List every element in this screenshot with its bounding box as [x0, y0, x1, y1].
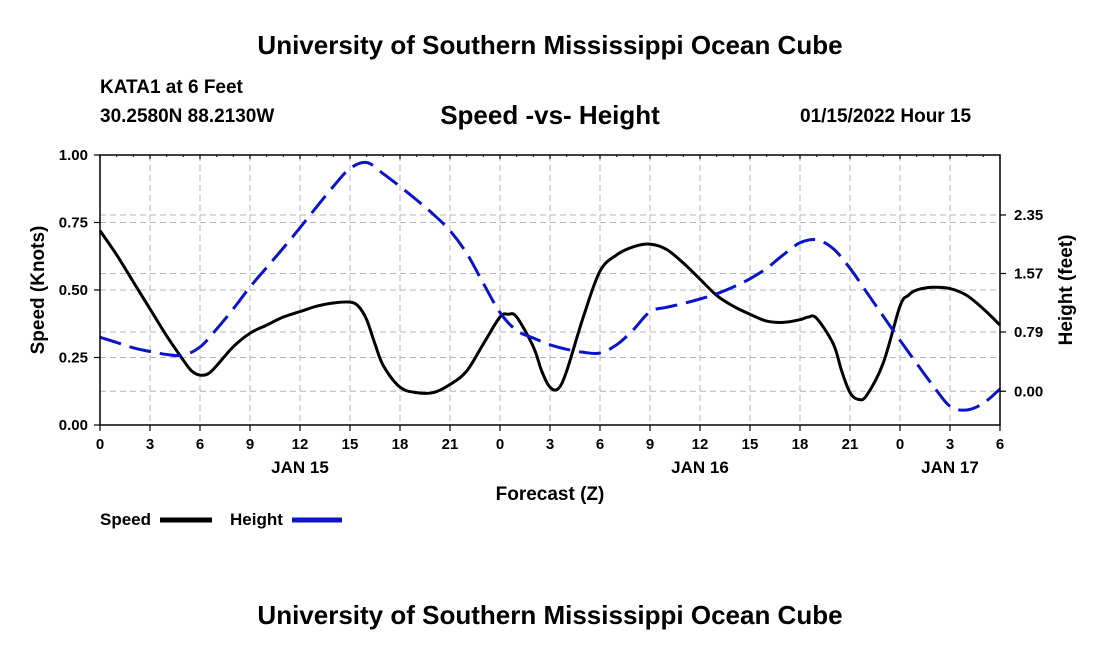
page-title: University of Southern Mississippi Ocean… — [257, 30, 843, 60]
x-tick-label: 3 — [946, 436, 954, 453]
y-right-tick-label: 2.35 — [1014, 207, 1043, 224]
y-left-tick-label: 1.00 — [59, 147, 88, 164]
date-label: JAN 15 — [271, 458, 329, 477]
x-tick-label: 21 — [842, 436, 859, 453]
y-left-tick-label: 0.25 — [59, 350, 88, 367]
legend-height-label: Height — [230, 510, 283, 529]
y-left-tick-label: 0.50 — [59, 282, 88, 299]
x-tick-label: 0 — [96, 436, 104, 453]
location-label: 30.2580N 88.2130W — [100, 106, 275, 127]
station-label: KATA1 at 6 Feet — [100, 77, 243, 98]
x-tick-label: 0 — [896, 436, 904, 453]
x-axis-title: Forecast (Z) — [496, 484, 605, 505]
series-line-height — [99, 160, 1001, 412]
x-tick-label: 3 — [546, 436, 554, 453]
x-tick-label: 9 — [246, 436, 254, 453]
y-axis-right-title: Height (feet) — [1056, 235, 1077, 346]
x-tick-label: 9 — [646, 436, 654, 453]
x-tick-label: 21 — [442, 436, 459, 453]
x-tick-label: 12 — [692, 436, 709, 453]
y-left-tick-label: 0.75 — [59, 215, 88, 232]
x-tick-label: 12 — [292, 436, 309, 453]
series-line-speed — [98, 229, 1002, 402]
x-tick-label: 6 — [596, 436, 604, 453]
x-tick-label: 15 — [742, 436, 759, 453]
legend-speed-label: Speed — [100, 510, 151, 529]
chart-subtitle: Speed -vs- Height — [440, 100, 660, 130]
footer-title: University of Southern Mississippi Ocean… — [257, 600, 843, 630]
speed-height-chart: 0 3 6 9 12 15 18 21 0 3 6 9 12 15 18 21 0 3 6 0.00 0.25 0.50 0… — [28, 147, 1077, 529]
x-tick-label: 18 — [392, 436, 409, 453]
x-tick-label: 0 — [496, 436, 504, 453]
y-left-tick-label: 0.00 — [59, 417, 88, 434]
datetime-label: 01/15/2022 Hour 15 — [800, 106, 972, 127]
x-tick-label: 6 — [996, 436, 1004, 453]
series — [98, 160, 1002, 412]
x-tick-label: 3 — [146, 436, 154, 453]
date-label: JAN 16 — [671, 458, 729, 477]
axes: 0 3 6 9 12 15 18 21 0 3 6 9 12 15 18 21 0 3 6 0.00 0.25 0.50 0… — [59, 147, 1043, 477]
y-right-tick-label: 1.57 — [1014, 266, 1043, 283]
grid — [100, 155, 1000, 425]
x-tick-label: 18 — [792, 436, 809, 453]
y-right-tick-label: 0.79 — [1014, 324, 1043, 341]
y-axis-left-title: Speed (Knots) — [28, 226, 49, 355]
legend: Speed Height — [100, 510, 342, 529]
y-right-tick-label: 0.00 — [1014, 383, 1043, 400]
x-tick-label: 6 — [196, 436, 204, 453]
date-label: JAN 17 — [921, 458, 979, 477]
x-tick-label: 15 — [342, 436, 359, 453]
